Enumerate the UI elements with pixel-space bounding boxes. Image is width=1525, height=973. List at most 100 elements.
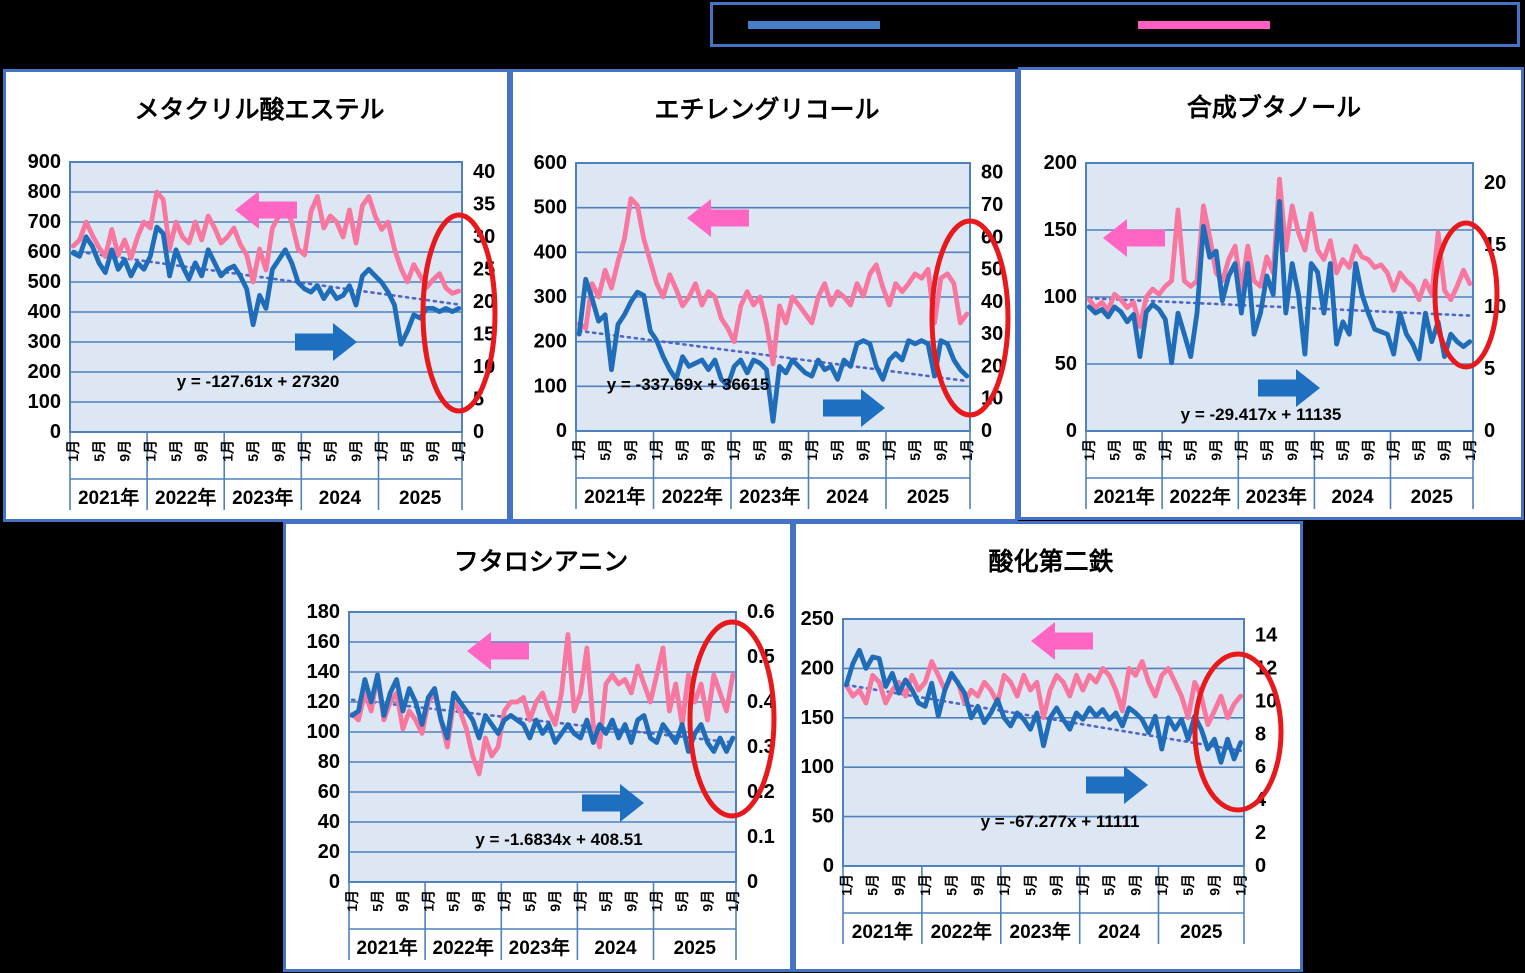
month-tick-label: 1月 <box>959 439 975 461</box>
month-tick-label: 5月 <box>1180 874 1196 896</box>
year-label: 2021年 <box>356 936 417 959</box>
month-tick-label: 5月 <box>674 890 690 912</box>
month-tick-label: 9月 <box>1206 874 1222 896</box>
month-tick-label: 9月 <box>425 440 441 462</box>
right-axis-tick: 70 <box>981 194 1003 216</box>
left-axis-tick: 500 <box>28 271 61 293</box>
year-label: 2022年 <box>155 486 216 509</box>
highlight-ellipse <box>929 218 1011 418</box>
pink-left-arrow-icon <box>467 632 529 670</box>
left-axis-tick: 100 <box>534 375 567 397</box>
year-label: 2025 <box>399 488 442 509</box>
month-tick-label: 9月 <box>1360 439 1376 461</box>
month-tick-label: 5月 <box>1183 439 1199 461</box>
left-axis-tick: 900 <box>28 151 61 173</box>
month-tick-label: 5月 <box>1022 874 1038 896</box>
year-label: 2022年 <box>433 936 494 959</box>
plot-border <box>842 618 1245 867</box>
series-blue-line <box>349 672 736 754</box>
pink-left-arrow-icon <box>235 191 297 229</box>
blue-right-arrow-icon <box>823 389 885 427</box>
left-axis-tick: 60 <box>318 781 340 803</box>
highlight-ellipse <box>687 619 777 819</box>
month-tick-label: 5月 <box>91 440 107 462</box>
month-tick-label: 9月 <box>1128 874 1144 896</box>
left-axis-tick: 140 <box>307 661 340 683</box>
month-tick-label: 1月 <box>451 440 467 462</box>
series-pink-line <box>70 189 462 296</box>
blue-right-arrow-icon <box>1086 766 1148 804</box>
month-tick-label: 1月 <box>649 439 665 461</box>
chart-title: 合成ブタノール <box>1187 93 1361 122</box>
month-tick-label: 5月 <box>865 874 881 896</box>
month-tick-label: 5月 <box>1335 439 1351 461</box>
left-axis-tick: 150 <box>801 707 834 729</box>
blue-right-arrow-icon <box>295 323 357 361</box>
chart-svg: 1801601401201008060402000.60.50.40.30.20… <box>307 548 777 960</box>
month-tick-label: 5月 <box>830 439 846 461</box>
left-axis-tick: 300 <box>28 331 61 353</box>
year-label: 2024 <box>1098 922 1141 943</box>
left-axis-tick: 120 <box>307 691 340 713</box>
left-axis-tick: 300 <box>534 286 567 308</box>
month-tick-label: 5月 <box>399 440 415 462</box>
highlight-ellipse <box>420 212 498 414</box>
left-axis-tick: 40 <box>318 811 340 833</box>
trend-equation: y = -337.69x + 36615 <box>607 375 770 394</box>
left-axis-tick: 100 <box>28 391 61 413</box>
month-tick-label: 5月 <box>1101 874 1117 896</box>
month-tick-label: 5月 <box>907 439 923 461</box>
left-axis-tick: 200 <box>1044 152 1077 174</box>
left-axis-tick: 80 <box>318 751 340 773</box>
right-axis-tick: 20 <box>1484 172 1506 194</box>
left-axis-tick: 100 <box>307 721 340 743</box>
month-tick-label: 5月 <box>598 890 614 912</box>
right-axis-tick: 0.3 <box>747 736 775 758</box>
right-axis-tick: 0 <box>747 871 758 893</box>
series-blue-line <box>576 276 970 424</box>
year-label: 2025 <box>674 938 717 959</box>
right-axis-tick: 50 <box>981 259 1003 281</box>
month-tick-label: 5月 <box>675 439 691 461</box>
left-axis-tick: 700 <box>28 211 61 233</box>
right-axis-tick: 15 <box>473 323 495 345</box>
right-axis-tick: 0 <box>1255 855 1266 877</box>
month-tick-label: 9月 <box>1284 439 1300 461</box>
month-tick-label: 1月 <box>838 874 854 896</box>
month-tick-label: 9月 <box>348 440 364 462</box>
left-axis-tick: 200 <box>534 331 567 353</box>
month-tick-label: 5月 <box>446 890 462 912</box>
left-axis-tick: 50 <box>1055 353 1077 375</box>
left-axis-tick: 600 <box>28 241 61 263</box>
right-axis-tick: 35 <box>473 193 495 215</box>
chart-title: メタクリル酸エステル <box>134 95 384 124</box>
month-tick-label: 1月 <box>726 439 742 461</box>
month-tick-label: 9月 <box>194 440 210 462</box>
month-tick-label: 1月 <box>344 890 360 912</box>
series-pink-line <box>349 632 736 777</box>
pink-line-swatch <box>1138 21 1270 29</box>
trend-equation: y = -1.6834x + 408.51 <box>475 830 642 849</box>
right-axis-tick: 20 <box>473 291 495 313</box>
right-axis-tick: 14 <box>1255 625 1278 647</box>
right-axis-tick: 0.6 <box>747 601 775 623</box>
right-axis-tick: 5 <box>1484 358 1495 380</box>
right-axis-tick: 30 <box>981 323 1003 345</box>
year-label: 2025 <box>1180 922 1223 943</box>
year-label: 2024 <box>319 488 362 509</box>
right-axis-tick: 40 <box>981 291 1003 313</box>
blue-right-arrow-icon <box>1258 369 1320 407</box>
blue-line-swatch <box>748 21 880 29</box>
left-axis-tick: 0 <box>823 855 834 877</box>
month-tick-label: 9月 <box>471 890 487 912</box>
right-axis-tick: 0.4 <box>747 691 776 713</box>
month-tick-label: 1月 <box>496 890 512 912</box>
right-axis-tick: 0 <box>473 421 484 443</box>
month-tick-label: 1月 <box>420 890 436 912</box>
month-tick-label: 9月 <box>855 439 871 461</box>
series-pink-line <box>843 659 1244 728</box>
month-tick-label: 9月 <box>778 439 794 461</box>
month-tick-label: 9月 <box>1132 439 1148 461</box>
